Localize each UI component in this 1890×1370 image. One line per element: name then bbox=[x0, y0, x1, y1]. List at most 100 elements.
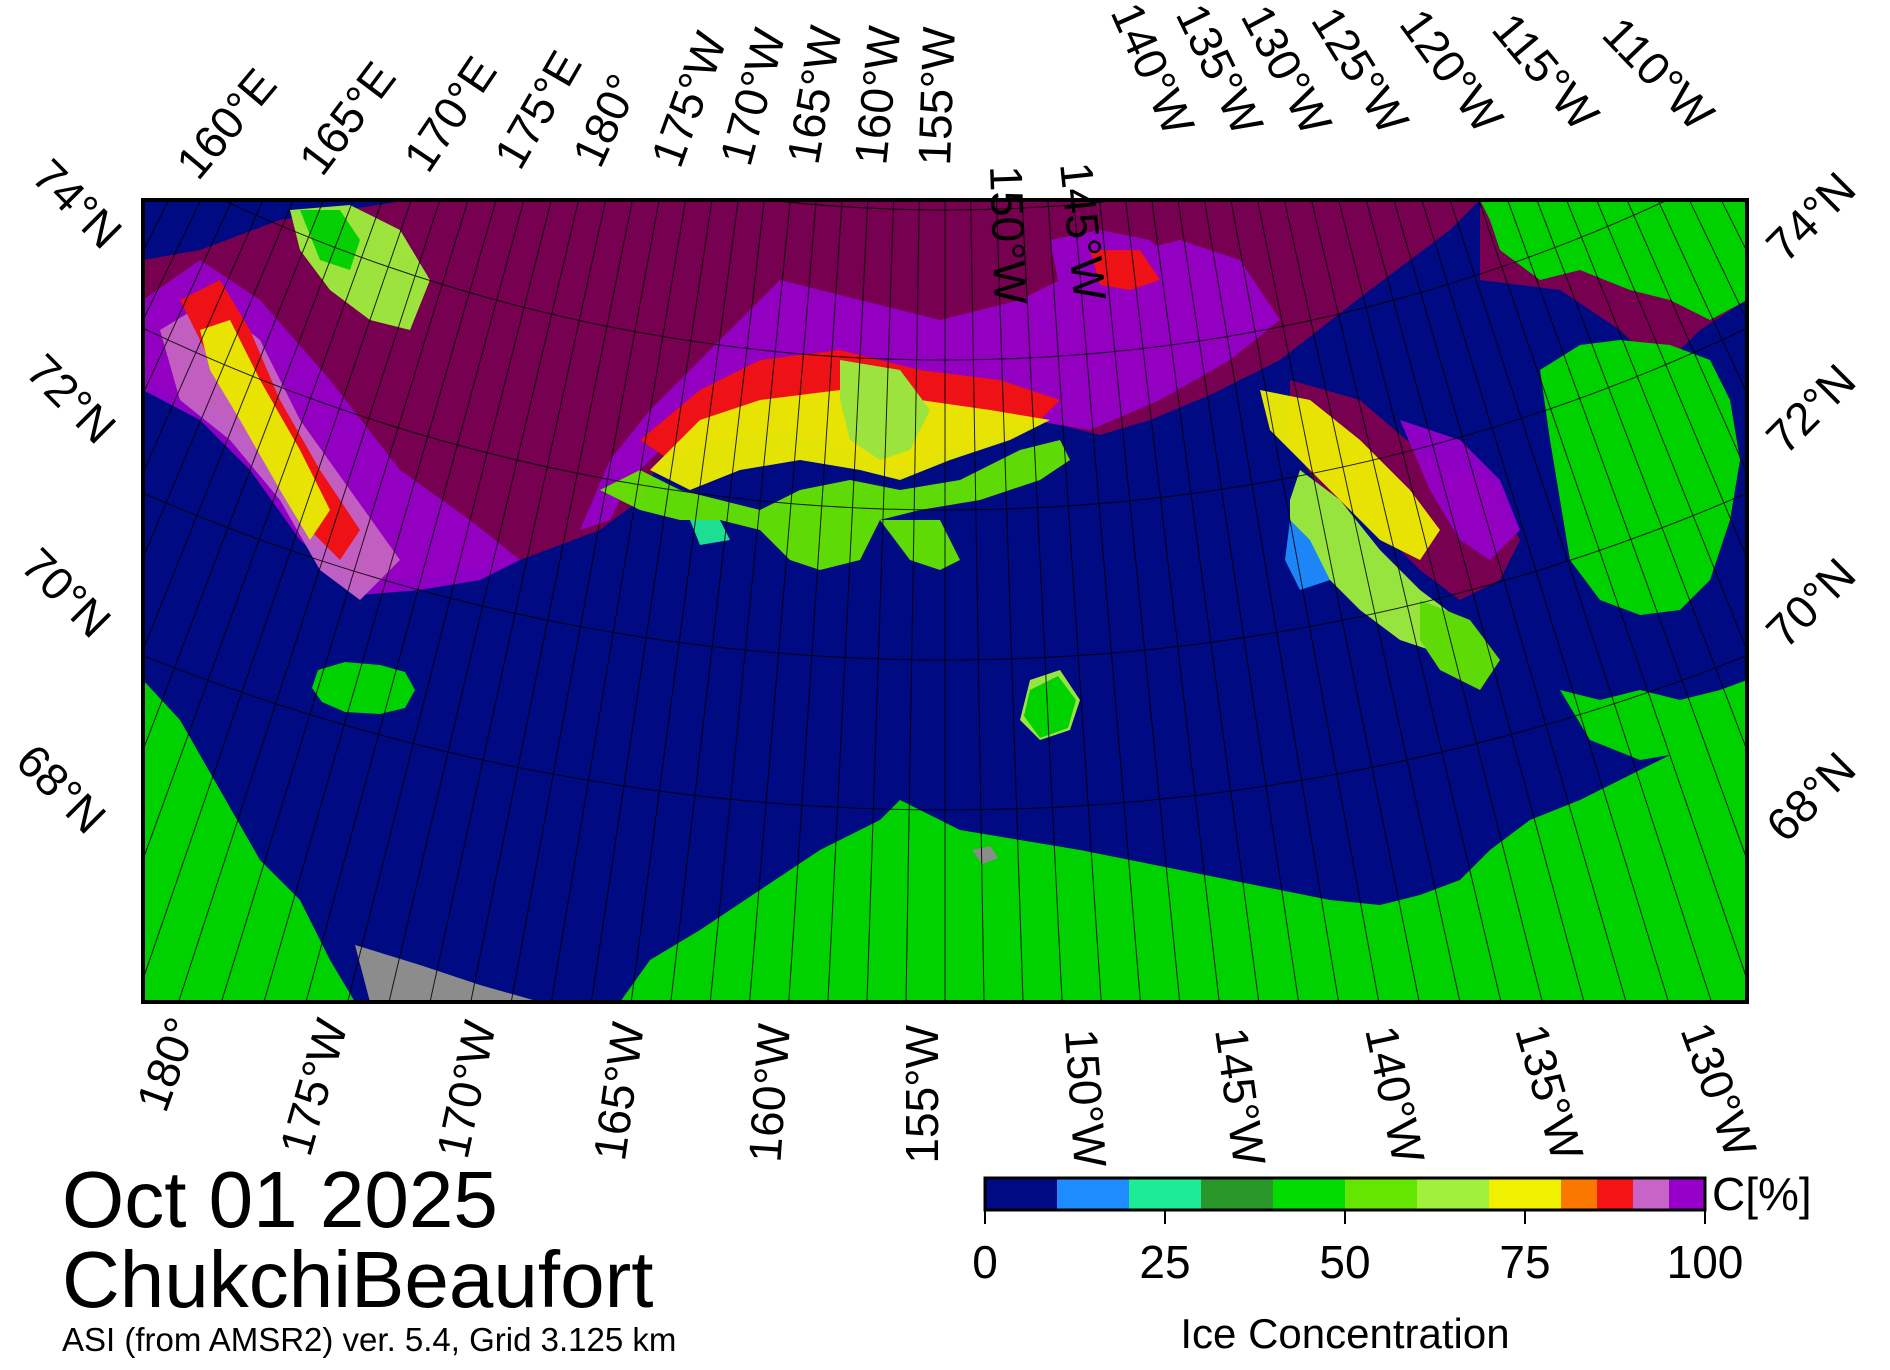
colorbar-bin bbox=[1201, 1178, 1273, 1210]
longitude-line bbox=[1849, 0, 1890, 645]
longitude-line bbox=[788, 200, 843, 1002]
latitude-labels-left: 74°N 72°N 70°N 68°N bbox=[7, 149, 132, 843]
colorbar-bin bbox=[1273, 1178, 1345, 1210]
date-caption: Oct 01 2025 bbox=[62, 1155, 498, 1244]
lat-label-left: 68°N bbox=[7, 734, 116, 843]
banks-island bbox=[1540, 340, 1740, 615]
longitude-line bbox=[590, 200, 713, 1002]
colorbar-bin bbox=[1129, 1178, 1201, 1210]
longitude-line bbox=[1151, 200, 1260, 1002]
longitude-line bbox=[995, 200, 1024, 1002]
longitude-line bbox=[630, 200, 739, 1002]
canadian-archipelago-north bbox=[1480, 200, 1747, 320]
longitude-labels-bottom: 180° 175°W 170°W 165°W 160°W 155°W 150°W… bbox=[126, 1011, 1767, 1170]
lat-label-right: 70°N bbox=[1756, 548, 1865, 657]
colorbar-bin bbox=[1417, 1178, 1489, 1210]
longitude-line bbox=[1507, 200, 1747, 861]
longitude-line bbox=[510, 200, 660, 1002]
lon-label-bottom: 160°W bbox=[738, 1021, 800, 1163]
no-data-region bbox=[355, 945, 540, 1002]
lon-label-bottom: 130°W bbox=[1671, 1016, 1767, 1165]
colorbar: 0 25 50 75 100 C[%] Ice Concentration bbox=[972, 1168, 1811, 1357]
colorbar-title: Ice Concentration bbox=[1180, 1310, 1509, 1357]
map-frame bbox=[141, 198, 1749, 1004]
lon-label-bottom: 155°W bbox=[896, 1024, 948, 1163]
longitude-line bbox=[550, 200, 687, 1002]
longitude-line bbox=[1338, 200, 1543, 1002]
land-areas bbox=[143, 200, 1747, 1002]
longitude-line bbox=[1099, 200, 1181, 1002]
longitude-line bbox=[1449, 200, 1713, 1002]
lon-label-top: 170°E bbox=[393, 47, 506, 180]
lon-label-top: 110°W bbox=[1593, 7, 1725, 141]
longitude-line bbox=[1421, 200, 1670, 1002]
longitude-line bbox=[827, 200, 869, 1002]
colorbar-bin bbox=[1057, 1178, 1129, 1210]
lon-label-bottom: 145°W bbox=[1205, 1024, 1276, 1169]
longitude-line bbox=[970, 200, 985, 1002]
longitude-line bbox=[670, 200, 765, 1002]
lon-label-top: 155°W bbox=[908, 25, 965, 166]
herald-island-ice bbox=[1024, 676, 1076, 738]
lon-label-bottom: 180° bbox=[126, 1011, 207, 1118]
colorbar-bin bbox=[1561, 1178, 1597, 1210]
colorbar-bin bbox=[1597, 1178, 1633, 1210]
longitude-line bbox=[263, 200, 497, 1002]
longitude-line bbox=[1536, 200, 1747, 752]
lon-label-bottom: 150°W bbox=[1055, 1027, 1117, 1169]
longitude-line bbox=[429, 200, 607, 1002]
region-caption: ChukchiBeaufort bbox=[62, 1235, 654, 1324]
longitude-line bbox=[709, 200, 791, 1002]
longitude-line bbox=[177, 200, 441, 1002]
colorbar-tick-label: 50 bbox=[1319, 1236, 1370, 1288]
lon-label-bottom: 170°W bbox=[426, 1016, 506, 1163]
longitude-line bbox=[0, 0, 41, 645]
longitude-line bbox=[866, 200, 895, 1002]
lon-label-bottom: 135°W bbox=[1505, 1018, 1593, 1166]
longitude-line bbox=[470, 200, 633, 1002]
colorbar-unit: C[%] bbox=[1712, 1168, 1812, 1220]
longitude-line bbox=[143, 200, 412, 981]
lat-label-right: 68°N bbox=[1756, 742, 1865, 851]
longitude-line bbox=[1073, 200, 1141, 1002]
longitude-line bbox=[1177, 200, 1300, 1002]
colorbar-ticks: 0 25 50 75 100 bbox=[972, 1210, 1743, 1288]
alaska-north-slope bbox=[620, 720, 1747, 1002]
longitude-line bbox=[143, 200, 294, 560]
longitude-line bbox=[1203, 200, 1340, 1002]
colorbar-tick-label: 0 bbox=[972, 1236, 998, 1288]
longitude-line bbox=[143, 200, 383, 861]
longitude-line bbox=[388, 200, 580, 1002]
lon-label-bottom: 140°W bbox=[1355, 1021, 1435, 1168]
no-data-spot bbox=[972, 846, 998, 864]
longitude-line bbox=[1393, 200, 1627, 1002]
longitude-line bbox=[1021, 200, 1063, 1002]
longitude-line bbox=[1565, 200, 1747, 652]
colorbar-bin bbox=[1345, 1178, 1417, 1210]
longitude-line bbox=[1365, 200, 1585, 1002]
lon-label-top: 160°W bbox=[844, 23, 910, 167]
longitude-line bbox=[1257, 200, 1420, 1002]
yukon-coast bbox=[1560, 680, 1747, 760]
longitude-line bbox=[1478, 200, 1747, 981]
colorbar-bin bbox=[1669, 1178, 1705, 1210]
longitude-line bbox=[305, 200, 525, 1002]
lon-label-bottom: 175°W bbox=[269, 1013, 357, 1161]
graticule bbox=[0, 0, 1890, 1002]
lon-label-bottom: 165°W bbox=[583, 1019, 654, 1164]
longitude-line bbox=[143, 200, 325, 652]
longitude-line bbox=[143, 200, 354, 752]
colorbar-bin bbox=[1633, 1178, 1669, 1210]
colorbar-tick-label: 100 bbox=[1667, 1236, 1744, 1288]
lon-label-top: 150°W bbox=[980, 165, 1037, 306]
colorbar-tick-label: 25 bbox=[1139, 1236, 1190, 1288]
siberia-landmass bbox=[143, 680, 355, 1002]
longitude-line bbox=[1596, 200, 1747, 560]
longitude-line bbox=[1868, 0, 1890, 620]
lat-label-right: 72°N bbox=[1756, 354, 1865, 463]
longitude-line bbox=[347, 200, 552, 1002]
longitude-line bbox=[1283, 200, 1461, 1002]
longitude-line bbox=[1125, 200, 1220, 1002]
latitude-labels-right: 74°N 72°N 70°N 68°N bbox=[1756, 162, 1865, 851]
